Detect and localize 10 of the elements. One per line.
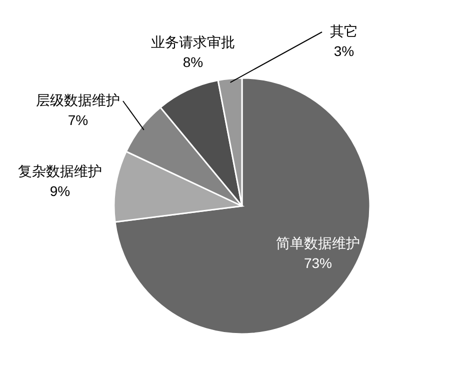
data-label: 73%	[304, 255, 332, 271]
data-label: 9%	[50, 183, 70, 199]
slice-label: 复杂数据维护	[18, 163, 102, 179]
data-label: 7%	[68, 112, 88, 128]
slice-label: 业务请求审批	[151, 34, 235, 50]
data-label: 3%	[334, 43, 354, 59]
slice-label: 层级数据维护	[36, 92, 120, 108]
slice-label: 其它	[330, 23, 358, 39]
data-label: 8%	[182, 54, 204, 70]
slice-label: 简单数据维护	[276, 235, 360, 251]
